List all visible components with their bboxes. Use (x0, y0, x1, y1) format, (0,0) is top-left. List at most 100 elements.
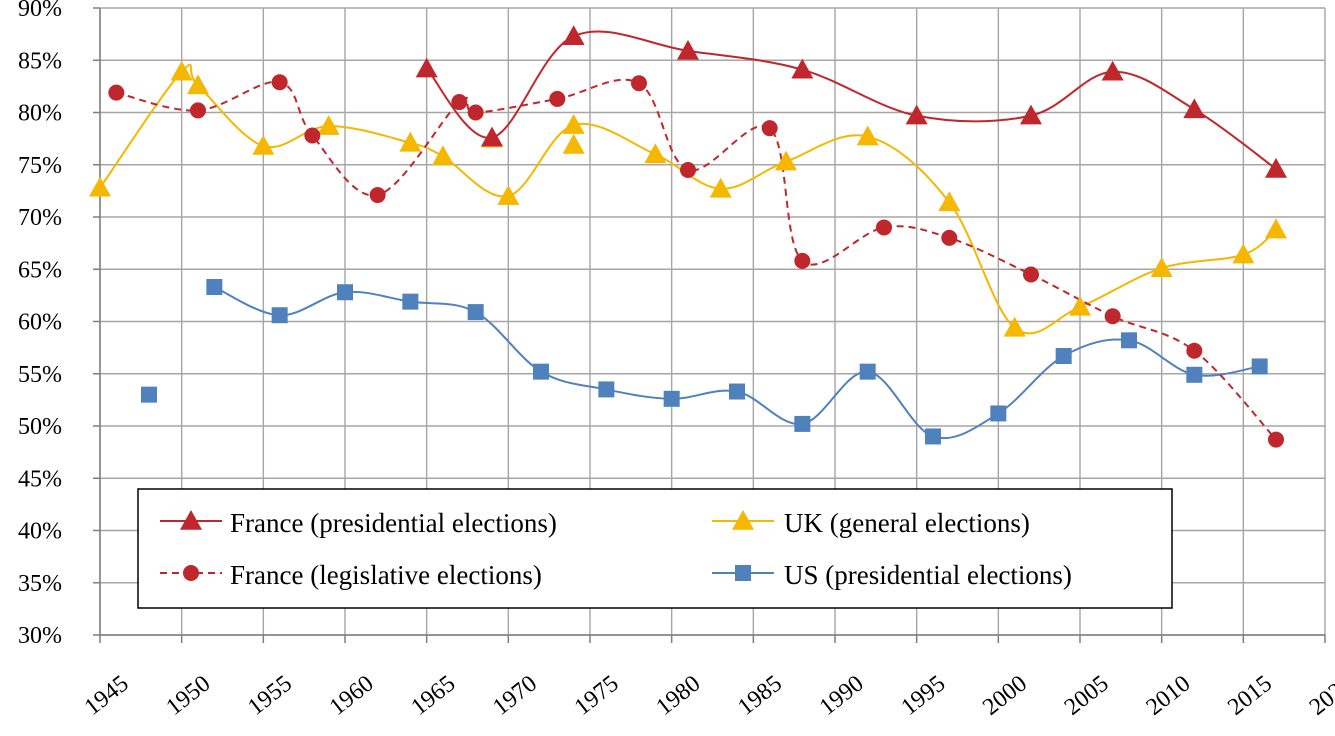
x-tick-label: 1965 (407, 671, 461, 721)
data-point (108, 84, 125, 101)
data-point (467, 304, 484, 321)
data-point (791, 58, 814, 79)
data-point (709, 177, 732, 198)
data-point (598, 381, 615, 398)
series-line (213, 286, 1260, 439)
data-point (775, 150, 797, 171)
y-tick-label: 55% (18, 362, 62, 388)
data-point (1003, 316, 1026, 337)
x-tick-label: 2000 (978, 671, 1032, 721)
data-point (451, 94, 468, 111)
data-point (467, 104, 484, 121)
legend: France (presidential elections) France (… (137, 488, 1173, 609)
data-point (399, 131, 422, 152)
tick-labels: 30% 35% 40% 45% 50% 55% 60% 65% 70% 75% 80% 85% 90% 1… (18, 0, 1335, 721)
data-point (549, 90, 566, 107)
series-markers (89, 25, 1287, 448)
data-point (859, 363, 876, 380)
y-tick-label: 45% (18, 466, 62, 492)
data-point (317, 115, 340, 135)
y-tick-label: 80% (18, 101, 62, 127)
data-point (1232, 243, 1255, 264)
data-point (631, 75, 647, 92)
y-tick-label: 75% (18, 153, 62, 179)
data-point (925, 428, 941, 445)
series-line (116, 78, 1277, 441)
data-point (170, 60, 193, 81)
y-tick-label: 50% (18, 414, 62, 440)
y-tick-label: 40% (18, 519, 62, 545)
x-tick-label: 1950 (162, 671, 216, 721)
y-tick-label: 85% (18, 48, 62, 74)
data-point (187, 74, 209, 95)
data-point (1150, 257, 1173, 278)
x-tick-label: 1955 (243, 671, 297, 721)
x-tick-label: 1970 (488, 671, 542, 721)
data-point (190, 102, 206, 119)
legend-marker (735, 565, 751, 581)
data-point (938, 191, 961, 212)
data-point (1121, 332, 1137, 349)
x-tick-label: 1975 (570, 671, 624, 721)
x-tick-label: 2020 (1305, 671, 1335, 721)
data-point (1069, 295, 1091, 316)
series-line (425, 30, 1277, 170)
x-tick-label: 1945 (80, 671, 134, 721)
data-point (337, 284, 353, 301)
y-tick-label: 65% (18, 257, 62, 283)
data-point (1251, 358, 1268, 375)
data-point (304, 127, 321, 144)
data-point (876, 219, 892, 236)
y-tick-label: 70% (18, 205, 62, 231)
data-point (1265, 157, 1287, 178)
data-point (1268, 431, 1284, 448)
legend-label-france-presidential: France (presidential elections) (230, 508, 557, 538)
data-point (1101, 60, 1124, 81)
legend-marker (180, 510, 202, 530)
x-tick-label: 1960 (325, 671, 379, 721)
data-point (1186, 366, 1203, 383)
legend-box (137, 488, 1173, 609)
data-point (369, 187, 386, 204)
data-point (1055, 347, 1072, 364)
legend-marker (732, 510, 754, 530)
data-point (141, 386, 157, 403)
data-point (1183, 98, 1206, 119)
data-point (402, 293, 419, 310)
x-tick-label: 1990 (815, 671, 869, 721)
data-point (1023, 266, 1039, 283)
data-point (663, 390, 680, 407)
series-line (99, 63, 1277, 335)
data-point (481, 126, 503, 147)
x-tick-label: 2015 (1223, 671, 1277, 721)
x-tick-label: 1995 (897, 671, 951, 721)
legend-marker (183, 565, 199, 581)
data-point (562, 133, 585, 154)
data-point (644, 143, 667, 164)
data-point (941, 229, 958, 246)
legend-label-uk-general: UK (general elections) (784, 508, 1030, 538)
data-point (206, 279, 223, 296)
y-tick-label: 35% (18, 571, 62, 597)
y-tick-label: 90% (18, 0, 62, 22)
data-point (1104, 308, 1121, 325)
x-tick-label: 2005 (1060, 671, 1114, 721)
x-tick-label: 1985 (733, 671, 787, 721)
data-point (1020, 104, 1042, 125)
data-point (252, 134, 275, 155)
data-point (794, 252, 811, 269)
legend-label-france-legislative: France (legislative elections) (230, 560, 542, 590)
data-point (271, 74, 288, 91)
y-tick-label: 60% (18, 310, 62, 336)
data-point (415, 57, 438, 78)
series-lines (99, 30, 1277, 441)
data-point (680, 161, 696, 178)
data-point (761, 120, 778, 137)
x-tick-label: 1980 (652, 671, 706, 721)
x-tick-label: 2010 (1142, 671, 1196, 721)
data-point (497, 185, 520, 205)
data-point (990, 405, 1007, 422)
data-point (856, 125, 879, 146)
data-point (89, 176, 111, 197)
